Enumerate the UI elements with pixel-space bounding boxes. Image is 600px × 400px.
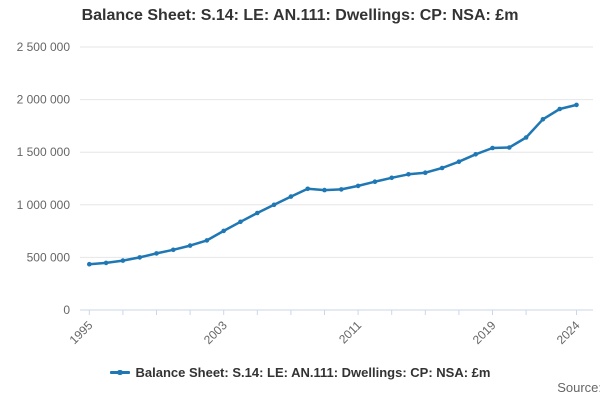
x-axis-tick-label: 2024	[554, 318, 583, 347]
data-point[interactable]	[372, 179, 378, 184]
data-point[interactable]	[406, 172, 411, 177]
y-axis-tick-label: 500 000	[27, 250, 71, 264]
data-point[interactable]	[187, 243, 193, 248]
legend-series-marker-icon	[109, 367, 130, 377]
chart-title: Balance Sheet: S.14: LE: AN.111: Dwellin…	[81, 7, 519, 24]
x-axis-tick-label: 2019	[470, 318, 499, 347]
data-point[interactable]	[423, 170, 428, 175]
y-axis-tick-label: 2 000 000	[17, 93, 71, 107]
y-axis-tick-label: 1 500 000	[17, 145, 71, 159]
data-point[interactable]	[154, 251, 159, 256]
source-note: Source:	[557, 380, 600, 395]
legend-item[interactable]: Balance Sheet: S.14: LE: AN.111: Dwellin…	[0, 363, 600, 381]
data-point[interactable]	[288, 194, 294, 199]
data-point[interactable]	[490, 145, 495, 151]
series-line[interactable]	[88, 103, 578, 266]
data-point[interactable]	[120, 258, 126, 263]
data-point[interactable]	[103, 260, 109, 266]
data-point[interactable]	[456, 159, 462, 164]
data-point[interactable]	[574, 102, 579, 108]
data-point[interactable]	[322, 187, 327, 193]
x-axis-tick-label: 2003	[201, 318, 230, 347]
legend-series-label: Balance Sheet: S.14: LE: AN.111: Dwellin…	[135, 364, 491, 380]
y-axis-tick-label: 1 000 000	[17, 198, 71, 212]
data-point[interactable]	[557, 106, 562, 112]
data-point[interactable]	[389, 175, 395, 181]
x-axis-tick-label: 2011	[336, 318, 364, 346]
y-axis-tick-label: 2 500 000	[17, 40, 71, 54]
data-point[interactable]	[507, 145, 512, 150]
data-point[interactable]	[254, 210, 260, 216]
data-point[interactable]	[171, 247, 176, 253]
data-point[interactable]	[137, 255, 142, 260]
line-chart-plot-area: 0 500 000 1 000 000 1 500 000 2 000 000 2 500…	[17, 40, 593, 347]
data-point[interactable]	[87, 261, 92, 267]
y-axis-tick-label: 0	[63, 303, 70, 317]
data-point[interactable]	[439, 165, 445, 171]
data-point[interactable]	[523, 135, 529, 140]
data-point[interactable]	[305, 186, 311, 192]
data-point[interactable]	[473, 152, 479, 157]
data-point[interactable]	[221, 228, 226, 234]
data-point[interactable]	[339, 187, 344, 192]
x-axis-tick-label: 1995	[67, 318, 96, 347]
data-point[interactable]	[355, 183, 361, 189]
data-point[interactable]	[238, 219, 243, 225]
data-point[interactable]	[204, 238, 210, 243]
data-point[interactable]	[271, 202, 277, 208]
data-point[interactable]	[540, 117, 546, 122]
